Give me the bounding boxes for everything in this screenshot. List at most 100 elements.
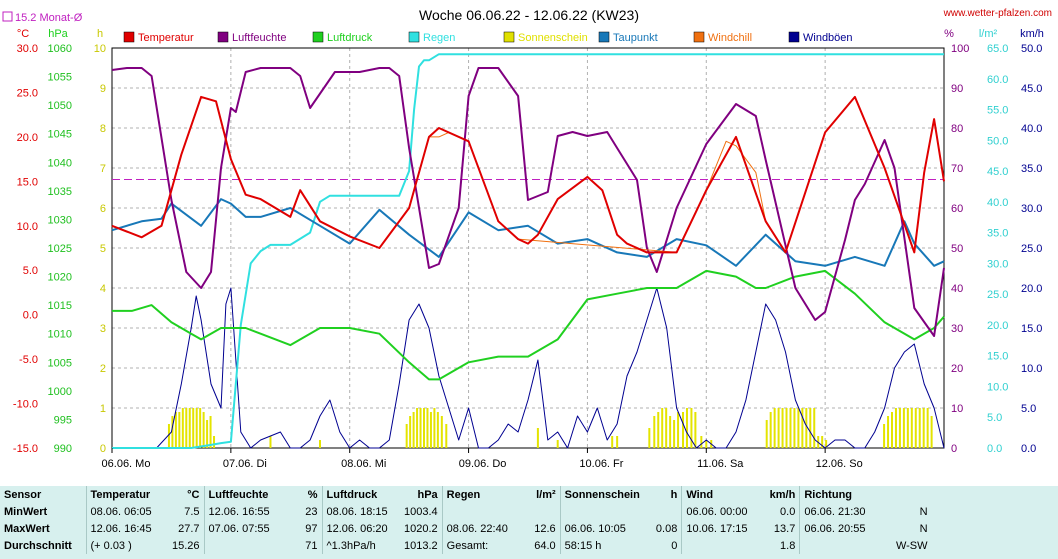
temp-tick-label: 5.0 <box>23 265 38 277</box>
sunshine-bar <box>171 416 174 448</box>
stats-cell <box>203 537 280 554</box>
legend-label: Luftdruck <box>327 32 373 44</box>
sunshine-bar <box>192 408 195 448</box>
temp-tick-label: 15.0 <box>17 176 38 188</box>
stats-cell: 7.5 <box>184 505 200 518</box>
stats-row-label: MaxWert <box>4 522 50 535</box>
sunshine-bar <box>769 412 772 448</box>
series-line-luftfeuchte <box>111 67 945 337</box>
temp-unit-label: °C <box>17 28 29 40</box>
rain-tick-label: 15.0 <box>987 351 1008 363</box>
site-link[interactable]: www.wetter-pfalzen.com <box>943 8 1052 19</box>
pressure-tick-label: 1060 <box>48 43 72 55</box>
pressure-tick-label: 1015 <box>48 300 72 312</box>
stats-header-wind-unit: km/h <box>769 488 796 501</box>
rain-tick-label: 20.0 <box>987 320 1008 332</box>
stats-cell: 71 <box>305 539 318 552</box>
legend-label: Windböen <box>803 32 853 44</box>
wind-tick-label: 15.0 <box>1021 323 1042 335</box>
stats-cell: N <box>919 522 928 535</box>
sunshine-bar <box>178 412 181 448</box>
legend-label: Taupunkt <box>613 32 658 44</box>
legend-swatch-icon <box>312 31 324 43</box>
rain-tick-label: 10.0 <box>987 381 1008 393</box>
sunshine-tick-label: 8 <box>100 123 106 135</box>
pressure-tick-label: 1030 <box>48 214 72 226</box>
sunshine-bar <box>188 408 191 448</box>
stats-cell <box>559 503 644 520</box>
wind-tick-label: 35.0 <box>1021 163 1042 175</box>
sunshine-tick-label: 0 <box>100 443 106 455</box>
rain-tick-label: 25.0 <box>987 289 1008 301</box>
sunshine-tick-label: 4 <box>100 283 106 295</box>
pressure-tick-label: 1035 <box>48 186 72 198</box>
humidity-tick-label: 20 <box>951 363 963 375</box>
sunshine-bar <box>765 420 768 448</box>
humidity-tick-label: 40 <box>951 283 963 295</box>
humidity-tick-label: 0 <box>951 443 957 455</box>
legend-swatch-icon <box>503 31 515 43</box>
wind-tick-label: 20.0 <box>1021 283 1042 295</box>
stats-row-label: Durchschnitt <box>4 539 72 552</box>
sunshine-bar <box>611 436 614 448</box>
monthly-avg-label: 15.2 Monat-Ø <box>15 12 83 24</box>
sunshine-bar <box>825 440 828 448</box>
sunshine-bar <box>167 424 170 448</box>
stats-cell: 12.06. 06:20 <box>321 520 400 537</box>
stats-header-temperature-unit: °C <box>187 488 200 501</box>
sunshine-bar <box>419 408 422 448</box>
x-tick-label: 12.06. So <box>816 458 863 470</box>
stats-cell: 0 <box>671 539 678 552</box>
rain-tick-label: 55.0 <box>987 105 1008 117</box>
sunshine-bar <box>436 412 439 448</box>
pressure-tick-label: 995 <box>54 414 72 426</box>
pressure-tick-label: 1040 <box>48 157 72 169</box>
stats-cell: W-SW <box>895 539 928 552</box>
stats-row-avg: Durchschnitt (+ 0.03 ) 15.26 71 ^1.3hPa/… <box>0 537 932 554</box>
wind-tick-label: 45.0 <box>1021 83 1042 95</box>
sunshine-bar <box>653 416 656 448</box>
sunshine-bar <box>809 408 812 448</box>
sunshine-tick-label: 9 <box>100 83 106 95</box>
sunshine-bar <box>174 412 177 448</box>
pressure-tick-label: 1045 <box>48 129 72 141</box>
stats-cell <box>799 537 870 554</box>
x-tick-label: 09.06. Do <box>459 458 507 470</box>
wind-tick-label: 25.0 <box>1021 243 1042 255</box>
humidity-tick-label: 10 <box>951 403 963 415</box>
sunshine-bar <box>669 416 672 448</box>
sunshine-bar <box>887 416 890 448</box>
sunshine-bar <box>789 408 792 448</box>
sunshine-bar <box>661 408 664 448</box>
stats-cell: 1020.2 <box>404 522 438 535</box>
legend-label: Windchill <box>708 32 752 44</box>
chart-title: Woche 06.06.22 - 12.06.22 (KW23) <box>419 7 639 23</box>
sunshine-bar <box>405 424 408 448</box>
x-tick-label: 08.06. Mi <box>341 458 386 470</box>
x-tick-label: 10.06. Fr <box>579 458 623 470</box>
grid-lines <box>112 48 944 448</box>
wind-tick-label: 50.0 <box>1021 43 1042 55</box>
pressure-tick-label: 1025 <box>48 243 72 255</box>
sunshine-bar <box>433 408 436 448</box>
rain-unit-label: l/m² <box>979 28 998 40</box>
rain-tick-label: 30.0 <box>987 258 1008 270</box>
stats-cell: 12.6 <box>534 522 556 535</box>
stats-header-wind: Wind <box>681 486 756 503</box>
sunshine-bar <box>429 412 432 448</box>
stats-header-rain-unit: l/m² <box>536 488 556 501</box>
humidity-tick-label: 30 <box>951 323 963 335</box>
stats-cell: 07.06. 07:55 <box>203 520 280 537</box>
rain-tick-label: 5.0 <box>987 412 1002 424</box>
sunshine-bar <box>409 416 412 448</box>
sunshine-bar <box>685 408 688 448</box>
x-tick-label: 06.06. Mo <box>102 458 151 470</box>
series-line-windboeen <box>112 287 945 449</box>
legend-label: Luftfeuchte <box>232 32 286 44</box>
sunshine-bar <box>821 436 824 448</box>
legend-label: Sonnenschein <box>518 32 588 44</box>
stats-cell: (+ 0.03 ) <box>85 537 160 554</box>
sunshine-bar <box>677 412 680 448</box>
axis-labels: 30.025.020.015.010.05.00.0-5.0-10.0-15.0… <box>13 43 1043 470</box>
sunshine-bar <box>894 408 897 448</box>
